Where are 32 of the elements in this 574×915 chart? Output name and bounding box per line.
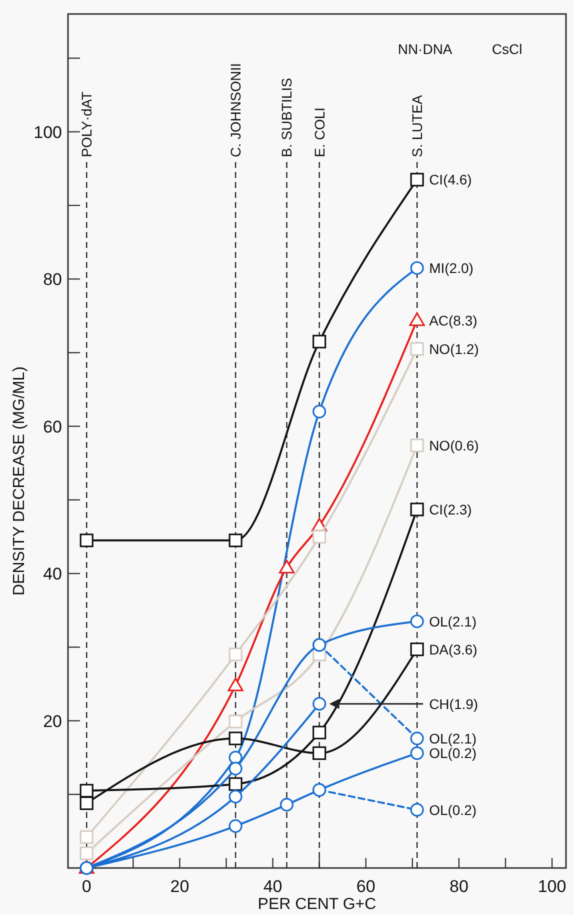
series-label: CI(2.3) [429,501,472,518]
x-tick-label: 40 [263,877,282,896]
annotation: CsCl [492,41,522,57]
ref-line-label: C. JOHNSONII [228,63,244,158]
series-label: MI(2.0) [429,260,474,276]
y-tick-label: 100 [34,122,62,142]
ref-line-label: B. SUBTILIS [278,78,295,158]
series-label: OL(0.2) [429,745,477,762]
annotation: NN·DNA [398,41,453,57]
y-tick-label: 60 [43,417,62,436]
series-label: NO(1.2) [429,340,479,357]
x-tick-label: 100 [538,877,566,896]
series-label: DA(3.6) [429,641,478,658]
ref-line-label: S. LUTEA [409,94,426,158]
x-axis-title: PER CENT G+C [258,896,376,913]
y-tick-label: 40 [43,564,62,584]
y-axis-title: DENSITY DECREASE (MG/ML) [11,366,28,596]
x-tick-label: 60 [356,877,376,896]
y-tick-label: 80 [43,270,62,290]
x-tick-label: 0 [82,877,92,896]
text: CH(1.9) [429,696,478,712]
series-label: CI(4.6) [429,172,472,188]
series-label: OL(2.1) [429,613,477,630]
series-label: OL(2.1) [429,730,477,746]
series-label: OL(0.2) [429,802,477,818]
y-tick-label: 20 [43,712,62,731]
ref-line-label: E. COLI [311,107,328,158]
series-label: NO(0.6) [429,437,479,454]
ref-line-label: POLY·dAT [78,91,95,158]
x-tick-label: 20 [170,877,190,896]
x-tick-label: 80 [449,877,468,896]
series-label: AC(8.3) [429,312,478,328]
